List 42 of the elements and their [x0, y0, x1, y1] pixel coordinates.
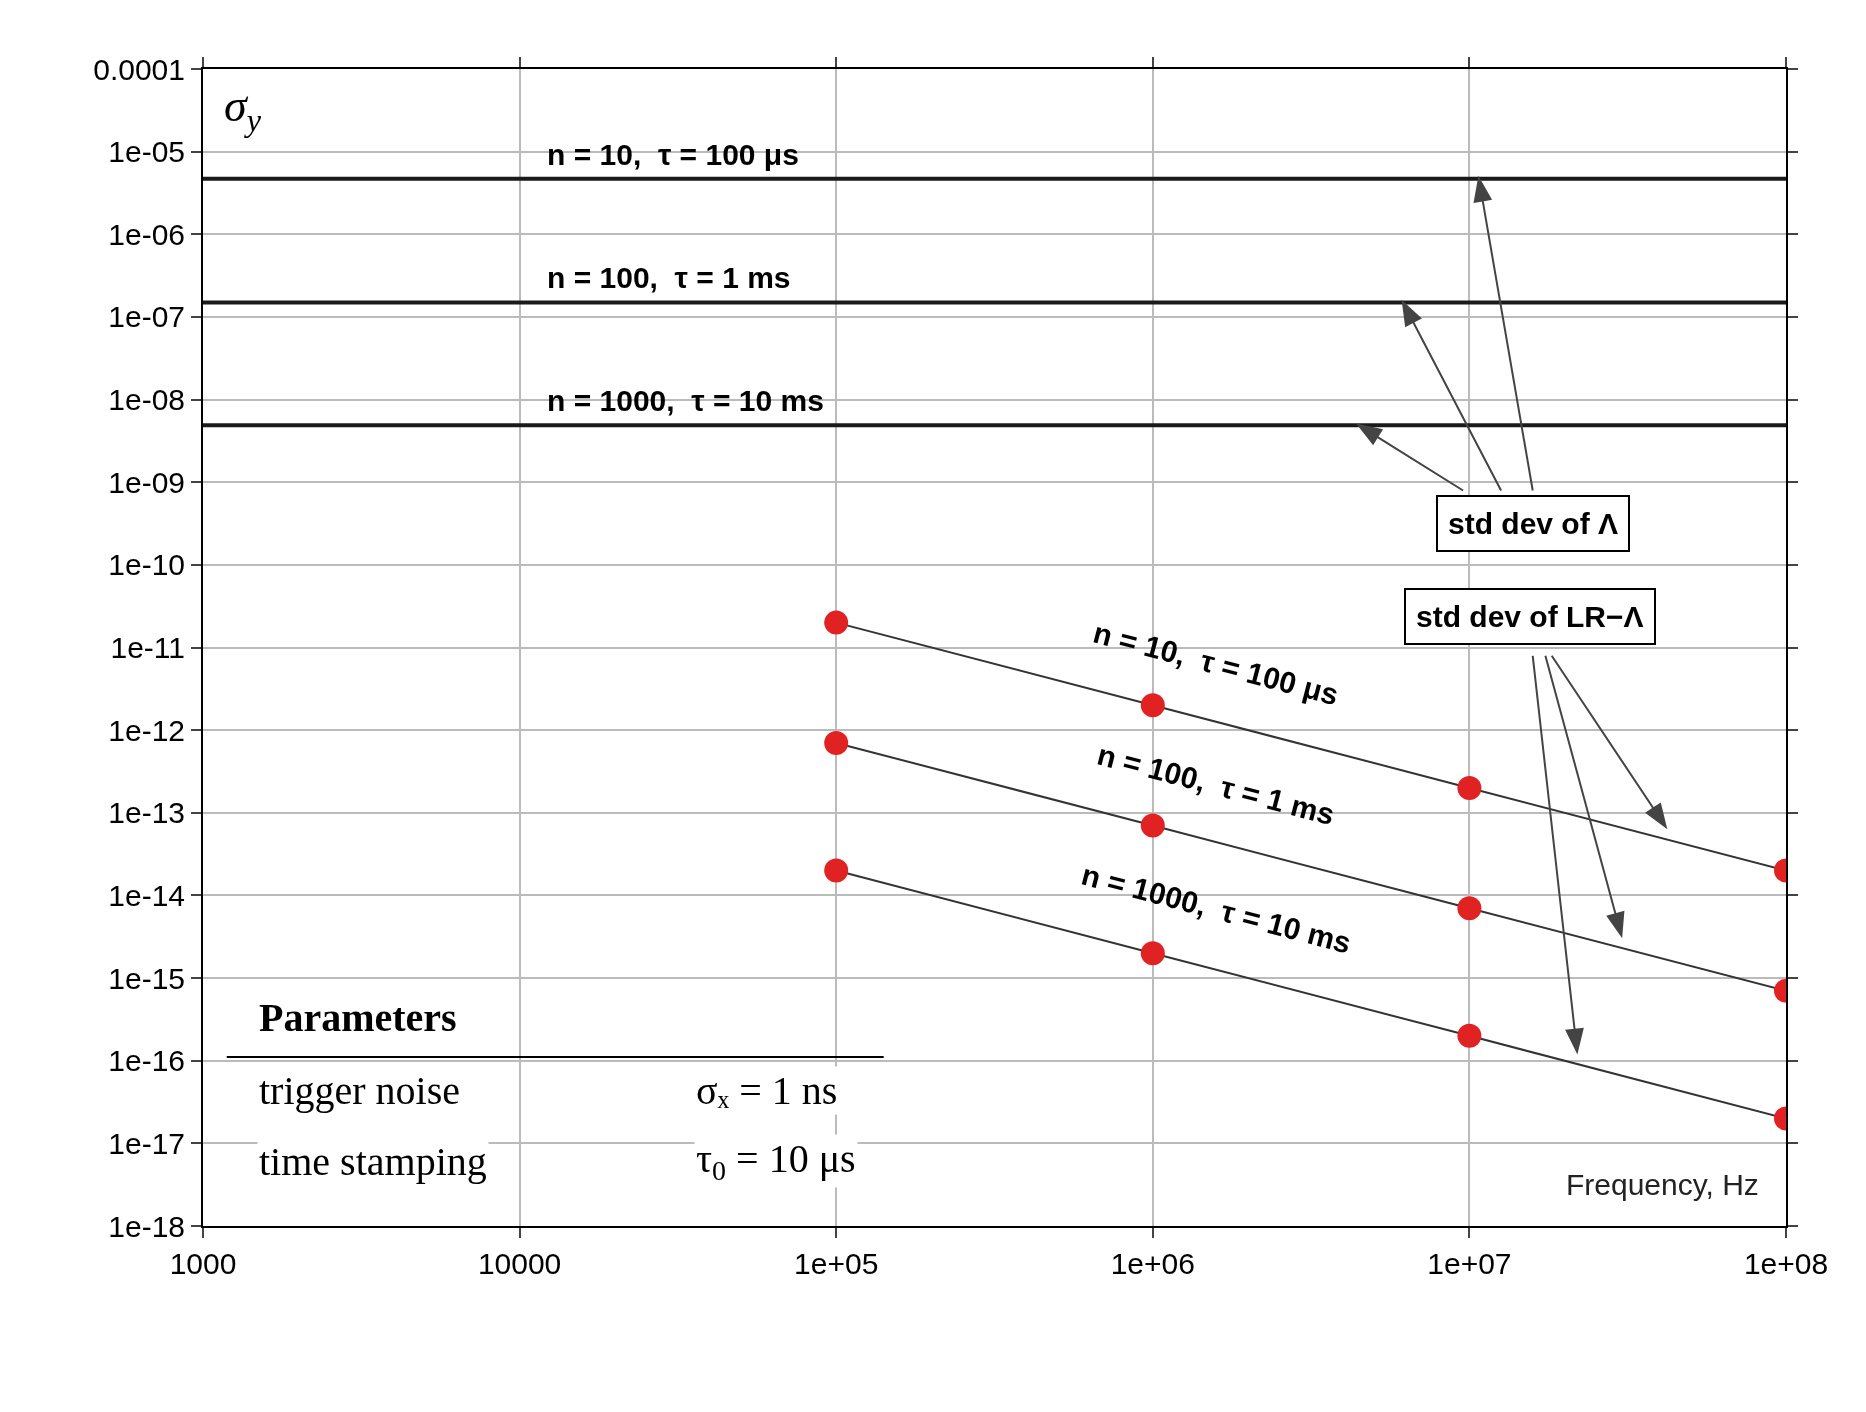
y-tick-label: 1e-13	[108, 796, 185, 830]
y-tick-label: 1e-11	[110, 631, 185, 664]
x-tick-label: 1e+08	[1743, 1247, 1829, 1280]
y-tick-label: 1e-05	[108, 135, 185, 169]
text: n = 100, τ = 1 ms	[1093, 737, 1338, 832]
x-tick-label: 1000	[169, 1247, 237, 1280]
annotation: Parameters	[259, 995, 457, 1040]
y-tick-label: 1e-07	[108, 300, 185, 334]
y-tick-label: 1e-09	[108, 465, 185, 499]
point	[824, 730, 849, 755]
y-tick-label: 0.0001	[93, 52, 185, 86]
y-tick-label: 1e-16	[108, 1044, 185, 1078]
text: n = 1000, τ = 10 ms	[1078, 857, 1355, 960]
y-tick-label: 1e-14	[108, 878, 185, 912]
point	[1140, 693, 1165, 718]
x-tick-label: 1e+05	[794, 1247, 879, 1280]
series-label: n = 1000, τ = 10 ms	[547, 384, 824, 417]
point	[1140, 941, 1165, 966]
text: n = 10, τ = 100 μs	[1089, 615, 1343, 712]
x-axis-title: Frequency, Hz	[1566, 1168, 1759, 1201]
y-axis-title: σ$_{y}$	[224, 80, 262, 138]
series-label: n = 100, τ = 1 ms	[547, 261, 791, 294]
x-tick-label: 1e+06	[1110, 1247, 1195, 1280]
annotation: std dev of Λ	[1448, 507, 1619, 540]
point	[824, 610, 849, 635]
x-tick-label: 10000	[477, 1247, 562, 1280]
series-label: n = 10, τ = 100 μs	[547, 138, 799, 171]
annotation: τ$_{0}$ = 10 μs	[696, 1136, 856, 1187]
y-tick-label: 1e-12	[108, 713, 185, 747]
x-tick-label: 1e+07	[1427, 1247, 1512, 1280]
annotation: σₓ = 1 ns	[696, 1068, 838, 1113]
y-tick-label: 1e-15	[108, 961, 185, 995]
annotation: std dev of LR−Λ	[1416, 600, 1644, 633]
y-tick-label: 1e-06	[108, 217, 185, 251]
point	[1140, 813, 1165, 838]
y-tick-label: 1e-18	[108, 1209, 185, 1243]
annotation: time stamping	[259, 1139, 487, 1184]
y-tick-label: 1e-10	[108, 548, 185, 582]
y-tick-label: 1e-08	[108, 383, 185, 417]
point	[824, 858, 849, 883]
annotation: trigger noise	[259, 1068, 461, 1113]
y-tick-label: 1e-17	[108, 1126, 185, 1160]
